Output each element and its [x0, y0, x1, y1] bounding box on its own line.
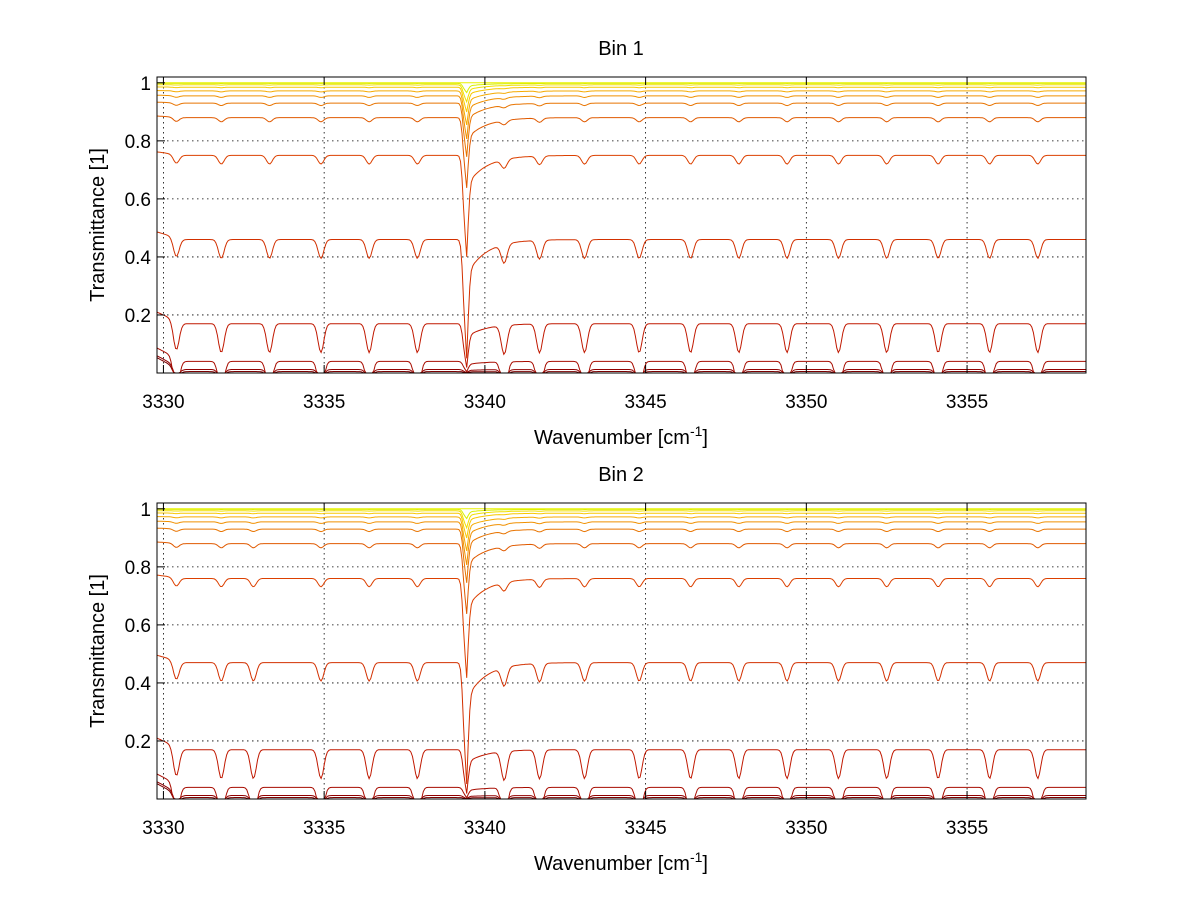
series-line	[156, 781, 1086, 800]
series-line	[156, 516, 1086, 551]
grid	[157, 503, 1086, 799]
y-tick-label: 1	[140, 74, 151, 95]
panel-bin-2: Bin 2 3330 3335 3340 3345 3350 3355 0.2 0.4 0.6…	[87, 464, 1087, 875]
series-line	[156, 527, 1086, 583]
series-line	[156, 151, 1086, 257]
axes-frame	[156, 76, 1087, 374]
x-ticks: 3330 3335 3340 3345 3350 3355	[142, 77, 988, 413]
x-ticks: 3330 3335 3340 3345 3350 3355	[142, 503, 988, 839]
series-line	[156, 654, 1086, 785]
series-line	[156, 311, 1086, 368]
x-tick-label: 3330	[142, 392, 184, 413]
series-group	[156, 508, 1086, 800]
y-tick-label: 0.2	[125, 732, 151, 753]
y-ticks: 0.2 0.4 0.6 0.8 1	[125, 500, 165, 753]
x-tick-label: 3340	[464, 392, 506, 413]
series-line	[156, 541, 1086, 614]
x-tick-label: 3330	[142, 818, 184, 839]
x-tick-label: 3350	[785, 392, 827, 413]
y-tick-label: 0.4	[125, 248, 152, 269]
series-line	[156, 101, 1086, 157]
y-tick-label: 0.4	[125, 674, 152, 695]
x-axis-label: Wavenumber [cm-1]	[534, 423, 708, 449]
x-axis-label: Wavenumber [cm-1]	[534, 849, 708, 875]
x-tick-label: 3335	[303, 392, 345, 413]
series-line	[156, 773, 1086, 800]
series-line	[156, 357, 1086, 374]
series-line	[157, 510, 1086, 530]
series-line	[156, 355, 1086, 374]
panel-bin-1: Bin 1 3330 3335 3340 3345 3350 3355 0.2 0.4 0.6…	[87, 38, 1087, 449]
series-line	[156, 737, 1086, 794]
series-line	[157, 82, 1086, 94]
chart-title: Bin 2	[598, 464, 644, 486]
x-tick-label: 3345	[624, 392, 666, 413]
series-line	[156, 574, 1086, 678]
series-line	[156, 347, 1086, 374]
x-tick-label: 3335	[303, 818, 345, 839]
x-tick-label: 3345	[624, 818, 666, 839]
series-line	[156, 115, 1086, 188]
series-line	[156, 520, 1086, 565]
series-line	[156, 90, 1086, 125]
y-tick-label: 0.8	[125, 132, 151, 153]
series-group	[156, 82, 1086, 374]
y-tick-label: 1	[140, 500, 151, 521]
series-line	[157, 84, 1086, 104]
x-tick-label: 3340	[464, 818, 506, 839]
series-line	[156, 94, 1086, 139]
series-line	[156, 512, 1086, 539]
x-tick-label: 3350	[785, 818, 827, 839]
x-tick-label: 3355	[946, 392, 988, 413]
series-line	[157, 508, 1086, 520]
y-tick-label: 0.2	[125, 306, 151, 327]
y-tick-label: 0.6	[125, 616, 151, 637]
y-axis-label: Transmittance [1]	[87, 148, 109, 302]
y-tick-label: 0.6	[125, 190, 151, 211]
y-tick-label: 0.8	[125, 558, 151, 579]
axes-frame	[156, 502, 1087, 800]
series-line	[156, 86, 1086, 113]
x-tick-label: 3355	[946, 818, 988, 839]
series-line	[156, 783, 1086, 800]
chart-title: Bin 1	[598, 38, 644, 60]
y-ticks: 0.2 0.4 0.6 0.8 1	[125, 74, 165, 327]
y-axis-label: Transmittance [1]	[87, 574, 109, 728]
grid	[157, 77, 1086, 373]
series-line	[156, 231, 1086, 359]
